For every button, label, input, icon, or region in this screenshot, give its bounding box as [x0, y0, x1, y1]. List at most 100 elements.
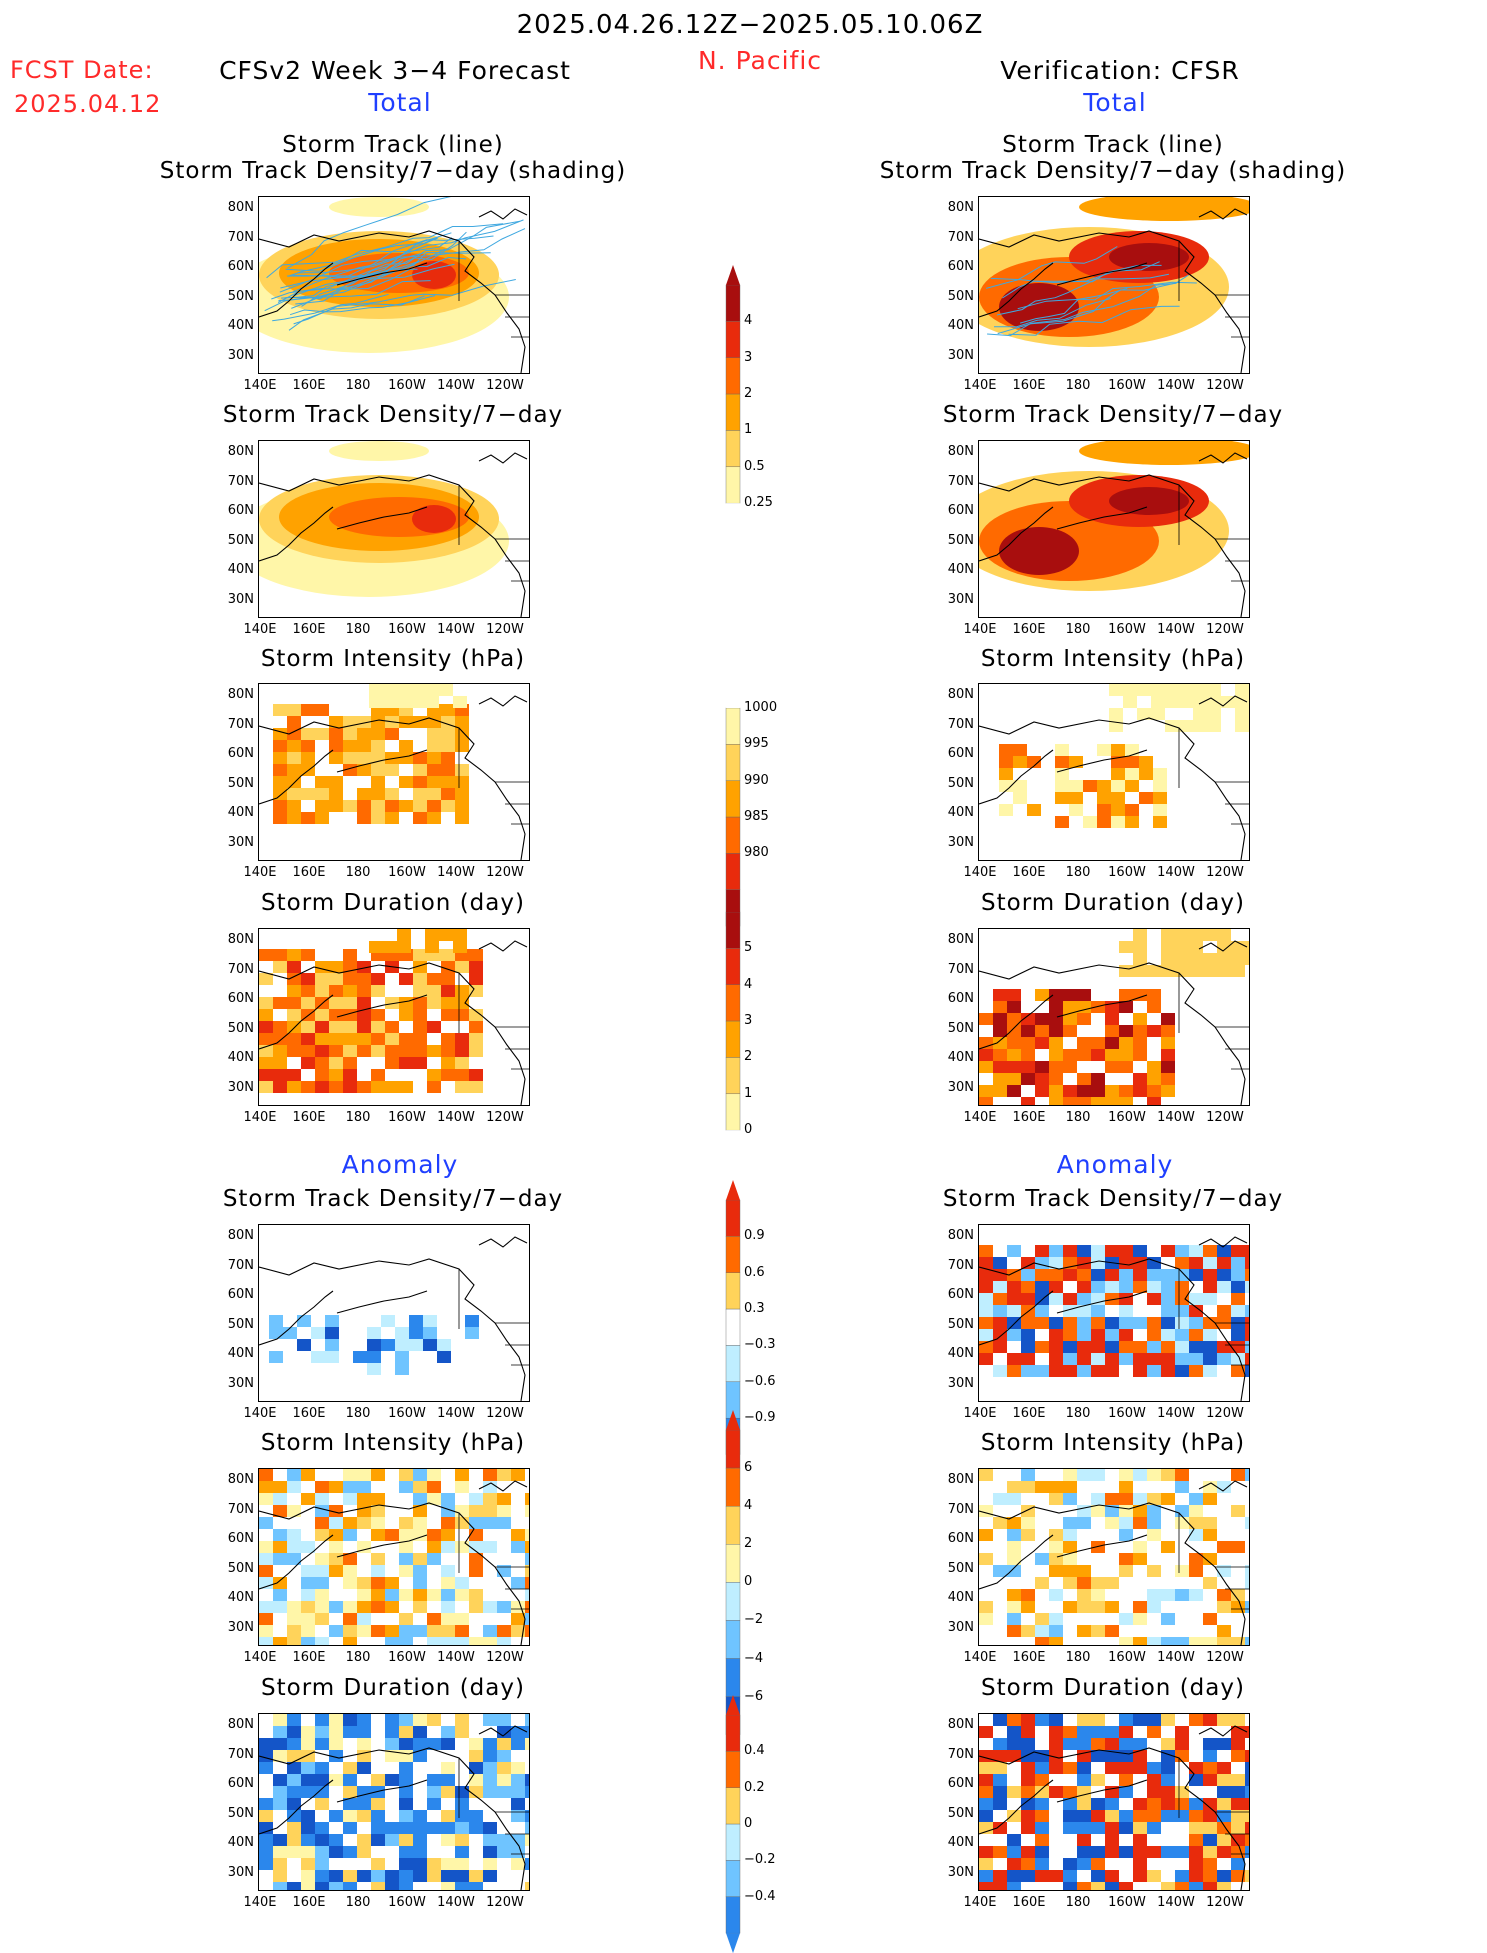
longitude-label: 140E [963, 378, 997, 393]
colorbar-duration-total [725, 892, 741, 1151]
field-cell [301, 1762, 315, 1774]
field-cell [979, 1553, 993, 1565]
field-cell [301, 1081, 315, 1093]
field-cell [385, 1726, 399, 1738]
political-boundaries [1178, 728, 1249, 825]
density-max [999, 283, 1079, 331]
field-cell [1035, 1762, 1049, 1774]
field-cell [413, 1738, 427, 1750]
field-cell [325, 1327, 339, 1339]
field-cell [1245, 1517, 1249, 1529]
field-cell [413, 985, 427, 997]
field-cell [259, 1009, 273, 1021]
field-cell [1203, 1577, 1217, 1589]
storm-track-line [287, 197, 452, 269]
field-cell [1203, 1281, 1217, 1293]
field-cell [1049, 1786, 1063, 1798]
field-cell [1105, 1810, 1119, 1822]
field-cell [385, 1750, 399, 1762]
field-cell [1203, 965, 1217, 977]
field-cell [1231, 1798, 1245, 1810]
field-cell [371, 1493, 385, 1505]
field-cell [455, 1469, 469, 1481]
field-cell [287, 1786, 301, 1798]
field-cell [1147, 1001, 1161, 1013]
field-cell [357, 1750, 371, 1762]
field-cell [301, 1786, 315, 1798]
field-cell [1189, 1637, 1203, 1645]
field-cell [329, 961, 343, 973]
colorbar-segment [725, 1308, 741, 1346]
field-cell [315, 1774, 329, 1786]
field-cell [1063, 1541, 1077, 1553]
field-cell [1119, 1553, 1133, 1565]
field-cell [497, 1774, 511, 1786]
coastline [259, 230, 526, 373]
field-cell [1175, 1281, 1189, 1293]
field-cell [1035, 1822, 1049, 1834]
latitude-label: 60N [227, 1531, 254, 1546]
field-cell [455, 1810, 469, 1822]
field-cell [1077, 1469, 1091, 1481]
field-cell [1035, 1025, 1049, 1037]
field-cell [283, 1327, 297, 1339]
field-cell [343, 1774, 357, 1786]
field-cell [315, 1870, 329, 1882]
field-cell [1153, 792, 1167, 804]
field-cell [525, 1810, 529, 1822]
field-cell [993, 1049, 1007, 1061]
anomaly-field [979, 1469, 1249, 1645]
longitude-label: 180 [1065, 378, 1091, 393]
field-cell [423, 1327, 437, 1339]
field-cell [1069, 804, 1083, 816]
colorbar-segment [725, 948, 741, 985]
field-cell [1147, 965, 1161, 977]
field-cell [301, 1882, 315, 1890]
field-cell [329, 1021, 343, 1033]
field-cell [1189, 1714, 1203, 1726]
field-cell [979, 1049, 993, 1061]
field-cell [1147, 1353, 1161, 1365]
field-cell [329, 1834, 343, 1846]
field-cell [357, 1834, 371, 1846]
field-cell [385, 1625, 399, 1637]
island-chain [979, 1534, 1054, 1590]
field-cell [1007, 1870, 1021, 1882]
field-cell [455, 1846, 469, 1858]
field-cell [1217, 1882, 1231, 1890]
field-cell [399, 1589, 413, 1601]
field-cell [287, 1846, 301, 1858]
coastline [979, 474, 1246, 617]
field-cell [1063, 1738, 1077, 1750]
field-cell [1119, 1481, 1133, 1493]
colorbar-segment [725, 1896, 741, 1934]
field-cell [273, 764, 287, 776]
longitude-label: 120W [1206, 378, 1244, 393]
field-cell [413, 1505, 427, 1517]
panel-title: Storm Track Density/7−day [222, 402, 564, 428]
field-cell [511, 1810, 525, 1822]
field-cell [371, 1505, 385, 1517]
colorbar-label: 4 [744, 976, 753, 992]
field-cell [1147, 1822, 1161, 1834]
longitude-label: 160W [1108, 865, 1146, 880]
field-cell [1091, 1726, 1105, 1738]
field-cell [425, 929, 439, 941]
field-cell [315, 1762, 329, 1774]
latitude-label: 70N [227, 1746, 254, 1762]
field-cell [343, 1469, 357, 1481]
field-cell [1147, 1269, 1161, 1281]
field-cell [1007, 1365, 1021, 1377]
field-cell [1161, 1049, 1175, 1061]
field-cell [993, 1517, 1007, 1529]
field-cell [469, 1493, 483, 1505]
field-cell [1207, 696, 1221, 708]
field-cell [1021, 1774, 1035, 1786]
field-cell [441, 728, 455, 740]
field-cell [425, 696, 439, 708]
latitude-label: 30N [947, 1375, 974, 1391]
field-cell [357, 788, 371, 800]
field-cell [455, 1834, 469, 1846]
field-cell [1175, 1637, 1189, 1645]
field-cell [413, 961, 427, 973]
